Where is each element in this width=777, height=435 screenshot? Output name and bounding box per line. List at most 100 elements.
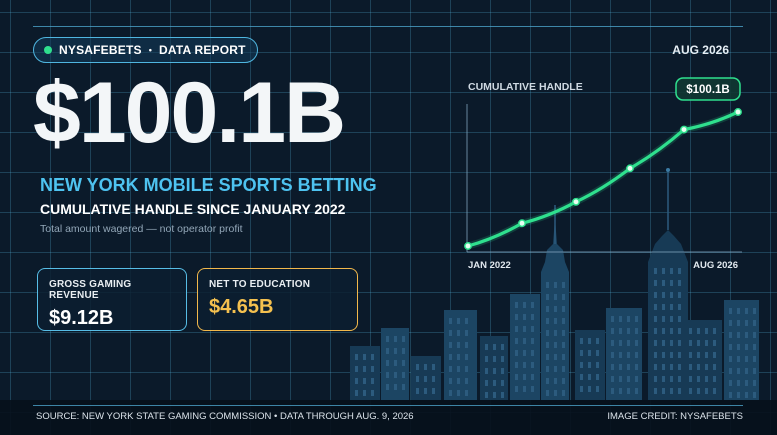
building-window (654, 376, 657, 382)
data-point (626, 164, 634, 173)
footer-credit: IMAGE CREDIT: NYSAFEBETS (607, 411, 743, 422)
building-window (627, 388, 630, 394)
building-window (678, 376, 681, 382)
building-window (662, 376, 665, 382)
building-window (449, 354, 452, 360)
building-window (745, 368, 748, 374)
building-window (562, 294, 565, 300)
building-window (355, 354, 358, 360)
building-window (554, 366, 557, 372)
building-window (635, 388, 638, 394)
building-window (515, 314, 518, 320)
building-window (689, 340, 692, 346)
building-window (713, 376, 716, 382)
building-window (515, 302, 518, 308)
building-window (635, 376, 638, 382)
building-window (515, 362, 518, 368)
building-window (394, 360, 397, 366)
card-value: $9.12B (49, 307, 114, 329)
building-window (713, 328, 716, 334)
building-window (386, 360, 389, 366)
building-window (670, 364, 673, 370)
building-window (678, 280, 681, 286)
building-window (449, 366, 452, 372)
building-window (697, 364, 700, 370)
building-window (531, 338, 534, 344)
building-window (554, 330, 557, 336)
building-window (457, 354, 460, 360)
building-window (562, 318, 565, 324)
building-window (465, 330, 468, 336)
building-window (554, 354, 557, 360)
building-window (670, 388, 673, 394)
gross-gaming-revenue-card: GROSS GAMING REVENUE $9.12B (37, 268, 187, 331)
building-window (678, 340, 681, 346)
building-window (531, 326, 534, 332)
building-window (654, 268, 657, 274)
building-window (402, 372, 405, 378)
building-window (465, 354, 468, 360)
building-window (670, 340, 673, 346)
building-window (394, 384, 397, 390)
building-window (678, 364, 681, 370)
building-window (678, 388, 681, 394)
building-window (363, 390, 366, 396)
end-value-label: $100.1B (686, 84, 729, 96)
building-window (523, 326, 526, 332)
building-window (737, 368, 740, 374)
building-window (705, 328, 708, 334)
building-window (562, 378, 565, 384)
series-line (466, 110, 740, 248)
building-window (515, 386, 518, 392)
building-window (627, 352, 630, 358)
building-window (611, 376, 614, 382)
building-window (753, 392, 756, 398)
building-window (670, 292, 673, 298)
building-window (697, 352, 700, 358)
building-window (493, 356, 496, 362)
building-window (619, 328, 622, 334)
building-window (662, 280, 665, 286)
building-window (394, 348, 397, 354)
building-window (416, 376, 419, 382)
building-window (611, 340, 614, 346)
building-window (457, 366, 460, 372)
building-window (596, 350, 599, 356)
building-window (402, 384, 405, 390)
building-window (501, 380, 504, 386)
building-window (546, 378, 549, 384)
building-window (554, 390, 557, 396)
data-point (464, 242, 472, 250)
building-window (670, 280, 673, 286)
building-window (531, 386, 534, 392)
building-window (523, 350, 526, 356)
building-window (562, 330, 565, 336)
building-window (485, 344, 488, 350)
building-window (386, 348, 389, 354)
building-window (546, 294, 549, 300)
building-window (355, 378, 358, 384)
building-window (678, 352, 681, 358)
top-divider (33, 26, 743, 27)
building-window (449, 378, 452, 384)
building-window (654, 292, 657, 298)
building-window (697, 388, 700, 394)
building-window (588, 386, 591, 392)
building-window (580, 386, 583, 392)
building-window (371, 354, 374, 360)
report-date: AUG 2026 (672, 43, 729, 57)
building-window (386, 372, 389, 378)
building-window (432, 388, 435, 394)
building-window (515, 326, 518, 332)
card-label: GROSS GAMING REVENUE (49, 279, 132, 301)
building-window (713, 340, 716, 346)
building-window (546, 366, 549, 372)
building-window (588, 338, 591, 344)
building-window (580, 374, 583, 380)
card-value: $4.65B (209, 296, 274, 318)
building-window (580, 350, 583, 356)
building-window (596, 338, 599, 344)
building-window (670, 352, 673, 358)
